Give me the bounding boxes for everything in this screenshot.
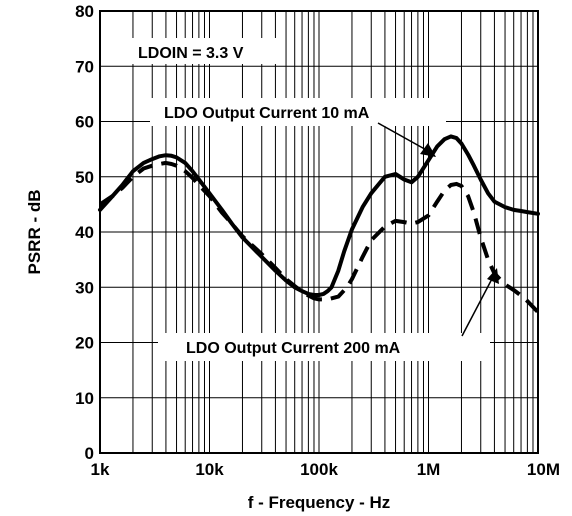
y-tick-label: 30 [75, 278, 94, 297]
y-tick-label: 40 [75, 223, 94, 242]
y-axis-title: PSRR - dB [25, 190, 44, 275]
annotation-ldoin: LDOIN = 3.3 V [138, 45, 244, 62]
x-tick-label: 10k [195, 460, 224, 479]
x-tick-label: 1M [417, 460, 441, 479]
annotation-200ma: LDO Output Current 200 mA [186, 340, 401, 357]
x-tick-label: 100k [300, 460, 338, 479]
annotation-10ma: LDO Output Current 10 mA [164, 105, 370, 122]
x-axis-title: f - Frequency - Hz [248, 493, 391, 512]
x-tick-label: 10M [527, 460, 560, 479]
y-tick-label: 20 [75, 334, 94, 353]
grid-lines [100, 11, 538, 453]
x-tick-label: 1k [91, 460, 110, 479]
y-tick-label: 50 [75, 168, 94, 187]
y-tick-label: 60 [75, 113, 94, 132]
y-tick-label: 10 [75, 389, 94, 408]
annotation-200ma-pointer [462, 275, 494, 336]
y-tick-label: 70 [75, 57, 94, 76]
y-tick-label: 80 [75, 2, 94, 21]
